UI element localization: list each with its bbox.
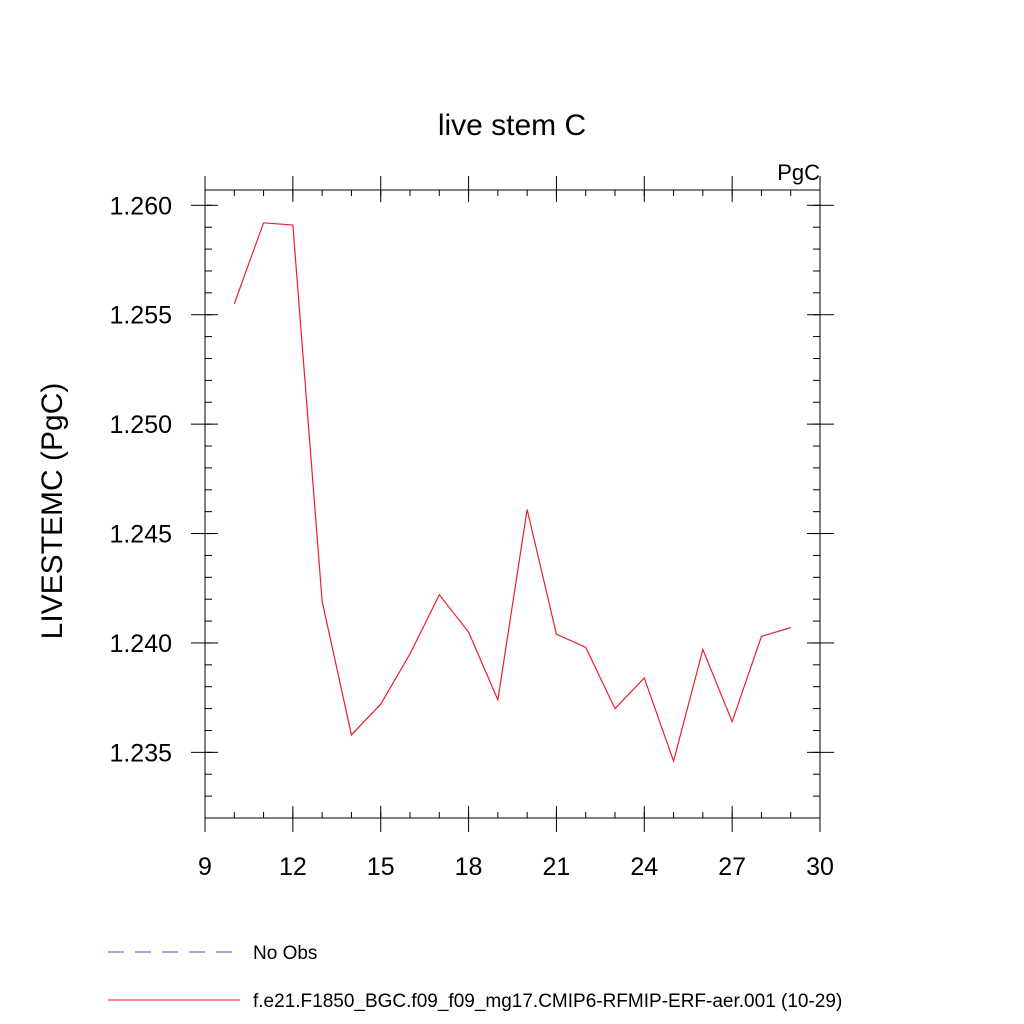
y-tick-label: 1.240 bbox=[109, 630, 172, 658]
x-tick-label: 30 bbox=[806, 853, 834, 881]
y-tick-label: 1.250 bbox=[109, 411, 172, 439]
y-tick-label: 1.245 bbox=[109, 521, 172, 549]
legend: No Obs f.e21.F1850_BGC.f09_f09_mg17.CMIP6… bbox=[108, 943, 842, 1012]
y-tick-label: 1.235 bbox=[109, 739, 172, 767]
series-lines bbox=[233, 222, 791, 764]
x-tick-label: 9 bbox=[198, 853, 212, 881]
chart-title: live stem C bbox=[438, 109, 586, 142]
units-label: PgC bbox=[777, 160, 820, 185]
y-tick-label: 1.255 bbox=[109, 302, 172, 330]
x-tick-label: 27 bbox=[718, 853, 746, 881]
y-tick-label: 1.260 bbox=[109, 192, 172, 220]
series-line bbox=[233, 222, 791, 764]
x-tick-label: 24 bbox=[630, 853, 658, 881]
x-tick-label: 18 bbox=[455, 853, 483, 881]
x-tick-label: 12 bbox=[279, 853, 307, 881]
x-axis-ticks: 9 12 15 18 21 24 27 30 bbox=[198, 176, 834, 881]
x-tick-label: 21 bbox=[543, 853, 571, 881]
legend-label: No Obs bbox=[253, 943, 317, 964]
x-tick-label: 15 bbox=[367, 853, 395, 881]
plot-border bbox=[204, 189, 821, 819]
y-axis-ticks: 1.235 1.240 1.245 1.250 1.255 1.260 bbox=[109, 192, 834, 767]
legend-label: f.e21.F1850_BGC.f09_f09_mg17.CMIP6-RFMIP… bbox=[253, 991, 842, 1012]
y-axis-label: LIVESTEMC (PgC) bbox=[36, 383, 69, 640]
plot-frame bbox=[204, 189, 821, 819]
